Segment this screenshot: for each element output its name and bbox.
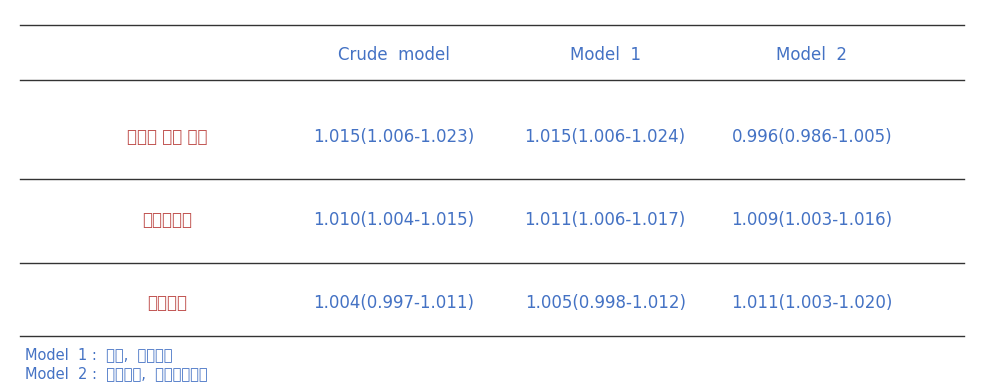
- Text: 1.005(0.998-1.012): 1.005(0.998-1.012): [524, 294, 686, 312]
- Text: 1.015(1.006-1.023): 1.015(1.006-1.023): [313, 128, 474, 146]
- Text: 이직의도: 이직의도: [148, 294, 187, 312]
- Text: 1.009(1.003-1.016): 1.009(1.003-1.016): [731, 211, 892, 229]
- Text: 0.996(0.986-1.005): 0.996(0.986-1.005): [731, 128, 892, 146]
- Text: 프리젠티즘: 프리젠티즘: [143, 211, 192, 229]
- Text: 1.004(0.997-1.011): 1.004(0.997-1.011): [313, 294, 474, 312]
- Text: 1.015(1.006-1.024): 1.015(1.006-1.024): [524, 128, 686, 146]
- Text: Model  2: Model 2: [776, 46, 847, 64]
- Text: Model  1: Model 1: [570, 46, 641, 64]
- Text: Model  2 :  근무기간,  교대근무여부: Model 2 : 근무기간, 교대근무여부: [25, 366, 208, 381]
- Text: 1.011(1.006-1.017): 1.011(1.006-1.017): [524, 211, 686, 229]
- Text: 1.011(1.003-1.020): 1.011(1.003-1.020): [731, 294, 892, 312]
- Text: Model  1 :  나이,  결혼상태: Model 1 : 나이, 결혼상태: [25, 348, 172, 362]
- Text: 1.010(1.004-1.015): 1.010(1.004-1.015): [313, 211, 474, 229]
- Text: 업무상 손상 경험: 업무상 손상 경험: [127, 128, 208, 146]
- Text: Crude  model: Crude model: [338, 46, 450, 64]
